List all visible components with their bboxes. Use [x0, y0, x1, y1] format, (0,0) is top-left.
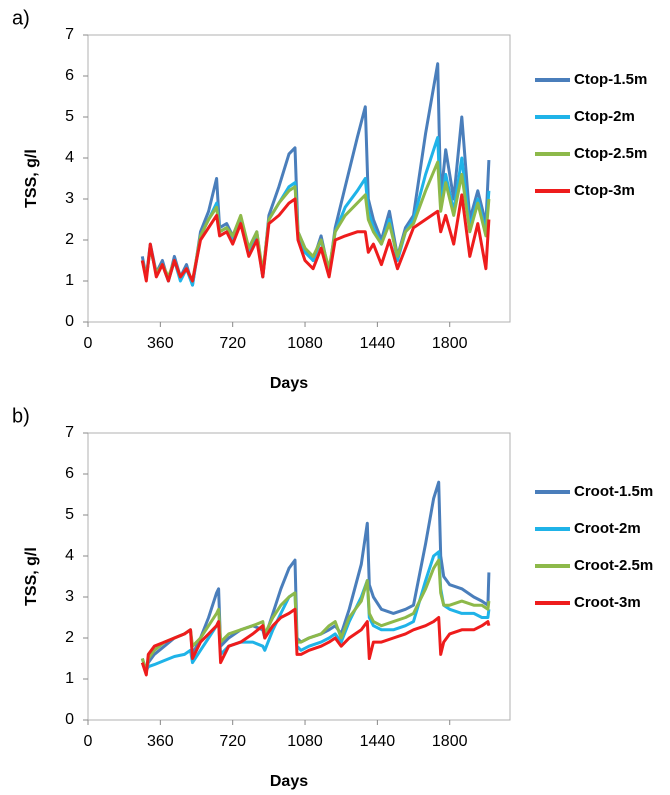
- y-tick-label: 5: [65, 108, 74, 125]
- x-tick-label: 0: [84, 335, 93, 352]
- y-axis-label: TSS, g/l: [23, 149, 40, 208]
- y-tick-label: 1: [65, 272, 74, 289]
- x-tick-label: 1080: [287, 335, 323, 352]
- legend-label: Ctop-2m: [574, 108, 635, 125]
- x-tick-label: 360: [147, 335, 174, 352]
- panel-label: b): [12, 405, 30, 427]
- legend-label: Croot-3m: [574, 594, 641, 611]
- x-axis-label: Days: [270, 375, 308, 392]
- legend-label: Croot-2m: [574, 520, 641, 537]
- x-tick-label: 1800: [432, 335, 468, 352]
- x-tick-label: 720: [219, 733, 246, 750]
- x-tick-label: 360: [147, 733, 174, 750]
- legend-label: Croot-2.5m: [574, 557, 653, 574]
- y-tick-label: 2: [65, 629, 74, 646]
- legend-label: Croot-1.5m: [574, 483, 653, 500]
- x-tick-label: 720: [219, 335, 246, 352]
- y-tick-label: 1: [65, 670, 74, 687]
- y-tick-label: 4: [65, 547, 74, 564]
- y-tick-label: 6: [65, 67, 74, 84]
- legend-label: Ctop-2.5m: [574, 145, 647, 162]
- y-axis-label: TSS, g/l: [23, 547, 40, 606]
- y-tick-label: 5: [65, 506, 74, 523]
- x-tick-label: 0: [84, 733, 93, 750]
- plot-frame: [87, 34, 511, 323]
- y-tick-label: 2: [65, 231, 74, 248]
- data-line: [140, 193, 491, 283]
- data-line: [140, 558, 491, 673]
- x-tick-label: 1440: [360, 335, 396, 352]
- x-axis-label: Days: [270, 773, 308, 790]
- y-tick-label: 3: [65, 588, 74, 605]
- y-tick-label: 6: [65, 465, 74, 482]
- y-tick-label: 0: [65, 711, 74, 728]
- plot-frame: [87, 432, 511, 721]
- x-tick-label: 1800: [432, 733, 468, 750]
- panel-label: a): [12, 7, 30, 29]
- y-tick-label: 7: [65, 26, 74, 43]
- legend-label: Ctop-3m: [574, 182, 635, 199]
- x-tick-label: 1440: [360, 733, 396, 750]
- data-line: [140, 550, 491, 673]
- y-tick-label: 7: [65, 424, 74, 441]
- legend-label: Ctop-1.5m: [574, 71, 647, 88]
- data-line: [140, 607, 491, 677]
- y-tick-label: 0: [65, 313, 74, 330]
- y-tick-label: 4: [65, 149, 74, 166]
- x-tick-label: 1080: [287, 733, 323, 750]
- y-tick-label: 3: [65, 190, 74, 207]
